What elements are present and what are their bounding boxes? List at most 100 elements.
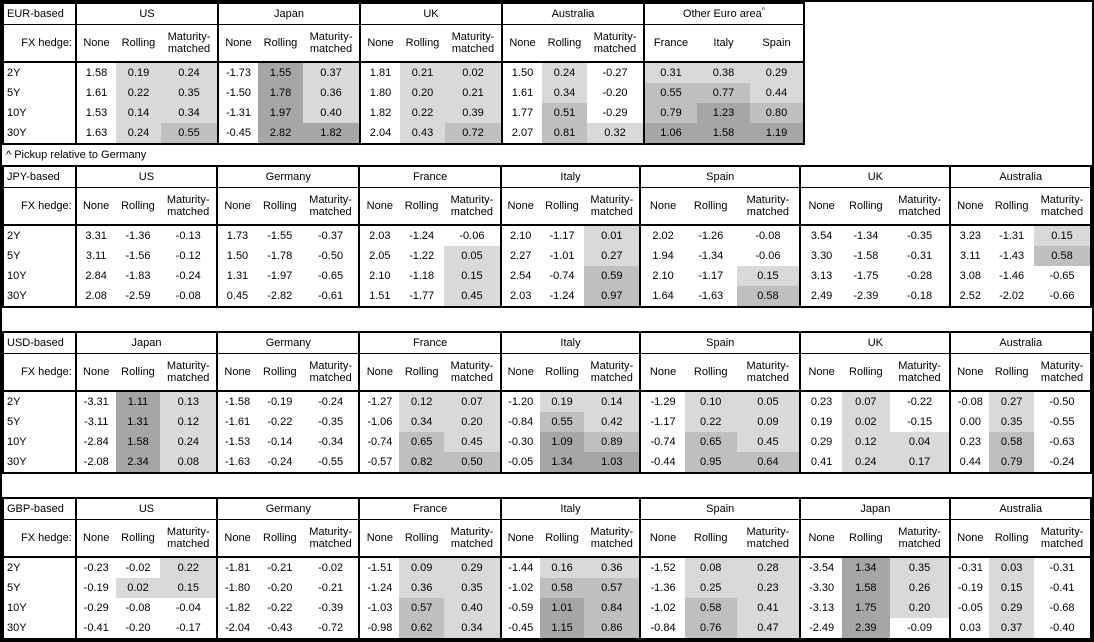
country-header: Italy xyxy=(499,498,641,520)
value-cell: 1.03 xyxy=(584,452,641,473)
value-cell: 2.10 xyxy=(639,266,685,286)
country-name: UK xyxy=(867,170,883,183)
country-header: US xyxy=(74,166,218,188)
country-name: Japan xyxy=(860,502,891,515)
value-cell: 0.05 xyxy=(444,246,501,266)
row-label-header: FX hedge: xyxy=(3,519,76,558)
footnote: ^ Pickup relative to Germany xyxy=(6,149,147,161)
country-header: Japan xyxy=(217,3,360,25)
value-cell: -1.83 xyxy=(125,269,151,282)
value-cell: 0.45 xyxy=(444,432,501,452)
value-cell: 1.11 xyxy=(115,391,161,412)
value-cell: 0.58 xyxy=(684,598,737,618)
value-cell: -0.84 xyxy=(639,618,685,639)
column-header: Maturity-matched xyxy=(160,519,218,558)
value-cell: 0.24 xyxy=(841,452,890,473)
value-cell: -1.27 xyxy=(358,391,400,412)
value-cell: 1.94 xyxy=(639,246,685,266)
column-header: None xyxy=(639,353,685,392)
value-cell: -1.18 xyxy=(409,269,435,282)
column-header: Rolling xyxy=(989,353,1035,392)
column-header: Rolling xyxy=(539,519,585,558)
value-cell: -2.84 xyxy=(74,432,116,452)
column-header: Rolling xyxy=(684,187,737,226)
table-wrapper-jpy-based: JPY-based US Germany France Italy Spain UK Aust… xyxy=(2,165,1092,308)
value-cell: -0.74 xyxy=(549,269,575,282)
value-cell: -1.56 xyxy=(125,249,151,262)
column-header: Maturity-matched xyxy=(736,353,801,392)
column-header: None xyxy=(74,519,116,558)
country-name: Italy xyxy=(560,336,581,349)
column-header: None xyxy=(949,519,990,558)
row-label: 10Y xyxy=(7,435,27,448)
column-header: Rolling xyxy=(542,24,587,63)
column-header: Maturity-matched xyxy=(302,519,360,558)
value-cell: 0.41 xyxy=(736,598,801,618)
value-cell: 1.09 xyxy=(539,432,585,452)
value-cell: -0.63 xyxy=(1049,435,1075,448)
value-cell: 1.58 xyxy=(841,578,890,598)
value-cell: 0.14 xyxy=(116,103,161,123)
row-label: 30Y xyxy=(7,621,27,634)
value-cell: 0.21 xyxy=(400,62,445,83)
value-cell: -0.41 xyxy=(1049,581,1075,594)
value-cell: -3.31 xyxy=(74,391,116,412)
column-header: Maturity-matched xyxy=(587,24,644,63)
value-cell: 0.20 xyxy=(444,412,501,432)
value-cell: 0.29 xyxy=(750,62,804,83)
value-cell: 2.05 xyxy=(358,246,400,266)
value-cell: -0.31 xyxy=(949,557,990,578)
value-cell: 0.40 xyxy=(303,103,360,123)
value-cell: -2.02 xyxy=(999,289,1025,302)
row-label: 2Y xyxy=(7,395,21,408)
value-cell: -0.45 xyxy=(499,618,540,639)
value-cell: 0.36 xyxy=(303,83,360,103)
value-cell: 0.15 xyxy=(736,266,801,286)
value-cell: -0.08 xyxy=(755,229,781,242)
value-cell: -0.22 xyxy=(267,415,293,428)
value-cell: 0.51 xyxy=(542,103,587,123)
value-cell: 0.13 xyxy=(160,391,218,412)
column-header: Maturity-matched xyxy=(302,187,360,226)
value-cell: 1.77 xyxy=(501,103,542,123)
value-cell: 0.12 xyxy=(399,391,445,412)
value-cell: -2.08 xyxy=(74,452,116,473)
value-cell: 0.82 xyxy=(399,452,445,473)
column-header: Rolling xyxy=(684,353,737,392)
value-cell: -0.61 xyxy=(318,289,344,302)
value-cell: -1.58 xyxy=(216,391,257,412)
value-cell: -0.19 xyxy=(267,395,293,408)
table-row: 30Y -0.41 -0.20 -0.17 -2.04 -0.43 -0.72 -0.98 0.… xyxy=(3,618,1091,639)
column-header: Maturity-matched xyxy=(889,187,951,226)
column-header: Rolling xyxy=(115,187,161,226)
value-cell: -0.29 xyxy=(602,106,628,119)
table-title: EUR-based xyxy=(3,3,76,25)
value-cell: -1.75 xyxy=(853,269,879,282)
value-cell: -1.43 xyxy=(999,249,1025,262)
value-cell: -2.49 xyxy=(799,618,842,639)
value-cell: -0.29 xyxy=(74,598,116,618)
table-title: USD-based xyxy=(3,332,76,354)
value-cell: -1.24 xyxy=(549,289,575,302)
value-cell: 1.06 xyxy=(643,123,697,144)
column-header: Rolling xyxy=(399,353,445,392)
column-header: None xyxy=(639,519,685,558)
value-cell: 0.22 xyxy=(400,103,445,123)
value-cell: 0.02 xyxy=(115,578,161,598)
value-cell: -3.13 xyxy=(799,598,842,618)
value-cell: -3.54 xyxy=(799,557,842,578)
value-cell: 2.08 xyxy=(74,286,116,307)
value-cell: 0.08 xyxy=(684,557,737,578)
value-cell: -0.57 xyxy=(358,452,400,473)
column-header: France xyxy=(643,24,697,63)
column-header: Maturity-matched xyxy=(889,519,951,558)
value-cell: -1.34 xyxy=(853,229,879,242)
value-cell: -0.08 xyxy=(949,391,990,412)
value-cell: 2.10 xyxy=(358,266,400,286)
value-cell: 1.51 xyxy=(358,286,400,307)
country-name: Japan xyxy=(274,7,304,20)
country-header: Australia xyxy=(949,166,1091,188)
column-header: None xyxy=(216,187,257,226)
value-cell: 0.95 xyxy=(684,452,737,473)
column-header: Maturity-matched xyxy=(889,353,951,392)
